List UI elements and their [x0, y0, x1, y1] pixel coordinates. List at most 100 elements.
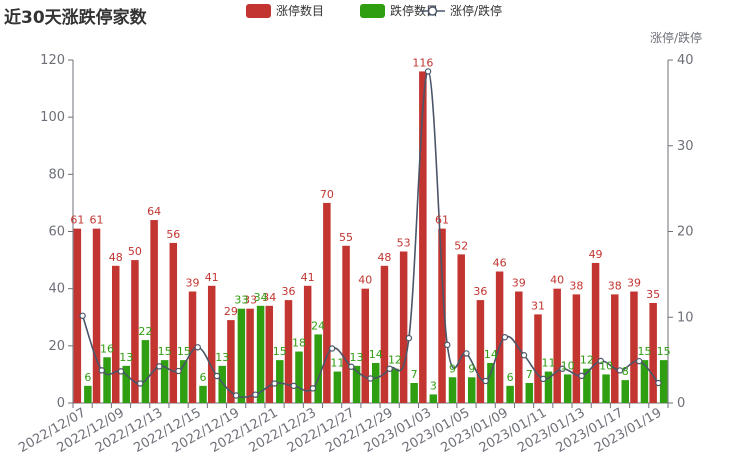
bar-limit-up [207, 285, 216, 403]
bar-limit-down [602, 374, 610, 403]
data-label-limit-down: 15 [657, 345, 671, 358]
ratio-point [424, 68, 432, 75]
y-tick-label: 100 [40, 110, 65, 125]
y-tick-label: 120 [40, 53, 65, 68]
data-label-limit-up: 64 [147, 205, 161, 218]
data-label-limit-up: 41 [205, 271, 219, 284]
data-label-limit-up: 53 [397, 237, 411, 250]
bar-limit-up [265, 305, 274, 403]
data-label-limit-up: 39 [627, 277, 641, 290]
legend-item-3[interactable]: 涨停/跌停 [420, 3, 502, 18]
y2-tick-label: 20 [677, 225, 694, 240]
bar-limit-down [391, 368, 399, 403]
legend[interactable]: 涨停数目 跌停数目 涨停/跌停 [246, 3, 502, 18]
bar-limit-down [218, 365, 226, 403]
data-label-limit-down: 9 [468, 362, 475, 375]
bar-limit-up [591, 262, 600, 403]
legend-marker [427, 6, 438, 16]
data-label-limit-down: 7 [526, 368, 533, 381]
data-label-limit-down: 13 [350, 351, 364, 364]
bar-limit-down [487, 362, 495, 403]
bar-limit-down [180, 360, 188, 403]
data-label-limit-up: 38 [608, 279, 622, 292]
data-label-limit-up: 39 [512, 277, 526, 290]
data-label-limit-down: 15 [637, 345, 651, 358]
ratio-point [175, 367, 182, 375]
bar-limit-up [342, 245, 350, 403]
ratio-point [616, 367, 624, 374]
bar-limit-down [410, 382, 418, 403]
ratio-point [655, 379, 662, 387]
ratio-line [79, 68, 662, 399]
data-label-limit-down: 7 [411, 368, 418, 381]
bar-limit-down [314, 334, 322, 403]
data-label-limit-up: 116 [412, 56, 433, 69]
data-label-limit-down: 6 [200, 371, 207, 384]
data-label-limit-up: 50 [128, 245, 142, 258]
y-tick-label: 20 [48, 339, 65, 354]
ratio-point [79, 312, 86, 319]
bar-limit-down [467, 377, 476, 403]
bar-limit-down [141, 340, 150, 403]
bar-limit-up [92, 228, 101, 403]
legend-label: 涨停/跌停 [450, 3, 502, 18]
data-label-limit-up: 40 [550, 274, 564, 287]
bar-limit-up [457, 254, 465, 403]
ratio-point [194, 344, 201, 351]
data-label-limit-down: 12 [580, 354, 594, 367]
data-label-limit-down: 15 [273, 345, 287, 358]
bar-limit-up [534, 314, 542, 403]
bar-limit-up [227, 320, 235, 403]
ratio-point [405, 334, 413, 342]
data-label-limit-up: 48 [109, 251, 123, 264]
data-label-limit-up: 40 [358, 274, 372, 287]
data-label-limit-up: 33 [243, 294, 257, 307]
bar-limit-up [131, 260, 139, 403]
legend-item-1[interactable]: 涨停数目 [246, 3, 324, 18]
ratio-point [117, 368, 125, 375]
bar-limit-down [640, 360, 649, 403]
y2-tick-label: 10 [677, 310, 694, 325]
bar-limit-down [295, 351, 303, 403]
ratio-point [367, 375, 374, 382]
data-label-limit-down: 15 [177, 345, 191, 358]
data-label-limit-down: 14 [369, 348, 383, 361]
bar-limit-up [73, 228, 82, 403]
data-label-limit-up: 70 [320, 188, 334, 201]
bar-limit-down [621, 380, 630, 403]
data-label-limit-up: 38 [569, 279, 583, 292]
bar-limit-down [525, 382, 534, 403]
y2-axis-name: 涨停/跌停 [650, 30, 702, 45]
data-label-limit-down: 16 [100, 342, 114, 355]
bar-limit-up [150, 220, 158, 403]
data-label-limit-down: 6 [84, 371, 91, 384]
data-label-limit-up: 35 [646, 288, 660, 301]
data-label-limit-down: 15 [158, 345, 172, 358]
bar-limit-up [476, 300, 485, 403]
ratio-point [136, 380, 144, 387]
data-label-limit-down: 3 [430, 379, 437, 392]
bar-limit-up [649, 302, 657, 403]
data-label-limit-down: 33 [234, 294, 248, 307]
bar-limit-down [429, 394, 438, 403]
data-label-limit-up: 61 [70, 214, 84, 227]
bar-limit-down [448, 377, 457, 403]
data-label-limit-down: 14 [484, 348, 498, 361]
bar-limit-up [380, 265, 389, 403]
ratio-point [501, 334, 509, 341]
bar-limit-down [659, 360, 668, 403]
data-label-limit-down: 8 [622, 365, 629, 378]
bar-limit-down [84, 385, 92, 403]
data-label-limit-down: 10 [561, 359, 575, 372]
data-label-limit-up: 41 [301, 271, 315, 284]
data-label-limit-up: 61 [90, 214, 104, 227]
bar-limit-down [506, 385, 514, 403]
bar-limit-up [323, 202, 331, 403]
ratio-point [290, 382, 297, 390]
legend-item-2[interactable]: 跌停数目 [360, 3, 438, 18]
bar-limit-down [237, 308, 246, 403]
ratio-point [328, 345, 336, 352]
bar-limit-up [361, 288, 369, 403]
ratio-point [98, 367, 105, 374]
